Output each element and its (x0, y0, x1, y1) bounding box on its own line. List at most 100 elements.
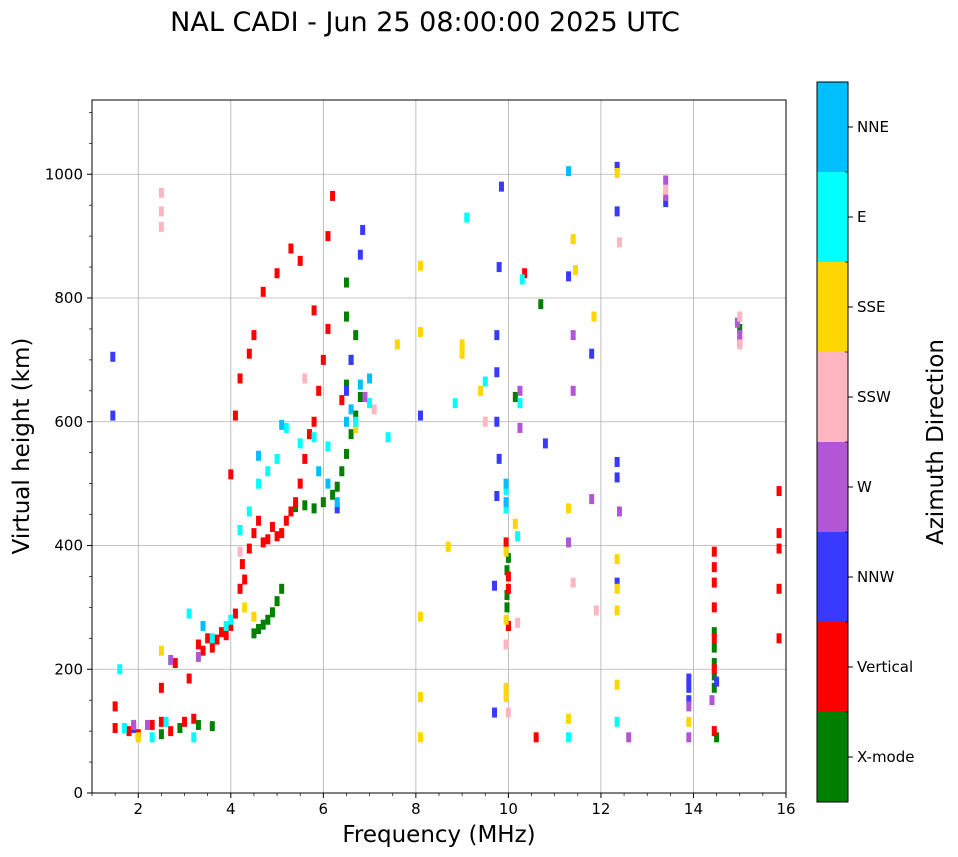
echo-point-x-mode (737, 323, 743, 334)
echo-point-x-mode (538, 299, 544, 310)
echo-point-nnw (686, 673, 692, 684)
echo-point-ssw (737, 311, 743, 322)
echo-point-x-mode (343, 448, 349, 459)
echo-point-vertical (112, 723, 118, 734)
echo-point-vertical (274, 268, 280, 279)
echo-point-x-mode (265, 614, 271, 625)
colorbar-swatch-x-mode (817, 712, 848, 802)
echo-point-vertical (237, 373, 243, 384)
echo-point-nne (200, 620, 206, 631)
x-tick-label: 4 (226, 800, 236, 818)
echo-point-vertical (191, 713, 197, 724)
echo-point-nnw (663, 197, 669, 208)
colorbar-tick-label: SSE (857, 298, 886, 316)
echo-point-nnw (360, 224, 366, 235)
echo-point-x-mode (279, 583, 285, 594)
echo-point-e (311, 432, 317, 443)
echo-point-e (464, 212, 470, 223)
echo-point-nne (357, 379, 363, 390)
echo-point-sse (503, 692, 509, 703)
echo-point-vertical (302, 453, 308, 464)
echo-point-nnw (494, 330, 500, 341)
echo-point-vertical (182, 716, 188, 727)
echo-point-nnw (714, 676, 720, 687)
echo-point-vertical (186, 673, 192, 684)
echo-point-e (325, 441, 331, 452)
echo-point-x-mode (357, 392, 363, 402)
y-tick-label: 800 (54, 289, 83, 307)
echo-point-nnw (492, 580, 498, 591)
echo-point-vertical (274, 531, 280, 542)
echo-point-w (517, 422, 523, 433)
echo-point-x-mode (714, 732, 720, 743)
echo-point-vertical (533, 732, 539, 743)
echo-point-vertical (306, 429, 312, 440)
echo-point-e (209, 633, 215, 644)
echo-point-e (482, 376, 488, 387)
echo-point-vertical (269, 521, 275, 532)
echo-point-sse (417, 732, 423, 743)
echo-point-nne (325, 478, 331, 489)
echo-point-sse (459, 348, 465, 359)
echo-point-nne (503, 497, 509, 508)
echo-point-vertical (711, 726, 717, 737)
echo-point-sse (572, 265, 578, 276)
echo-point-x-mode (343, 379, 349, 390)
echo-point-x-mode (177, 723, 183, 734)
echo-point-e (256, 478, 262, 489)
echo-point-sse (614, 679, 620, 690)
echo-point-ssw (371, 404, 377, 415)
echo-point-nnw (492, 707, 498, 718)
colorbar-frame (816, 81, 849, 803)
echo-point-vertical (311, 305, 317, 316)
echo-point-vertical (223, 630, 229, 641)
x-tick-label: 8 (411, 800, 421, 818)
echo-point-vertical (320, 354, 326, 365)
echo-point-x-mode (311, 503, 317, 514)
echo-point-x-mode (353, 330, 359, 341)
echo-point-x-mode (158, 729, 164, 740)
echo-point-vertical (711, 664, 717, 675)
echo-point-x-mode (711, 642, 717, 653)
echo-point-vertical (126, 726, 132, 737)
echo-point-ssw (663, 184, 669, 195)
echo-point-x-mode (353, 410, 359, 421)
echo-point-nnw (494, 416, 500, 427)
echo-point-vertical (316, 385, 322, 396)
echo-point-vertical (711, 633, 717, 644)
echo-point-ssw (737, 339, 743, 350)
colorbar-swatch-vertical (817, 622, 848, 712)
y-tick-label: 400 (54, 537, 83, 555)
echo-point-x-mode (302, 500, 308, 511)
echo-point-vertical (260, 286, 266, 297)
echo-point-w (663, 190, 669, 201)
y-tick-label: 600 (54, 413, 83, 431)
echo-point-e (223, 620, 229, 631)
echo-point-vertical (711, 546, 717, 557)
echo-point-sse (614, 554, 620, 565)
echo-point-sse (614, 583, 620, 594)
echo-point-sse (566, 713, 572, 724)
echo-point-nnw (348, 354, 354, 365)
colorbar-tick-label: E (857, 208, 866, 226)
echo-point-sse (242, 602, 248, 613)
echo-point-vertical (260, 537, 266, 548)
echo-point-nne (348, 404, 354, 415)
echo-point-sse (251, 611, 257, 622)
echo-point-vertical (339, 395, 345, 406)
echo-point-e (297, 438, 303, 449)
echo-point-e (385, 432, 391, 443)
echo-point-vertical (172, 658, 178, 669)
colorbar: X-mode Vertical NNW W SSW SSE E NNE (816, 81, 914, 803)
data-marks (110, 161, 782, 743)
echo-point-e (503, 484, 509, 495)
echo-point-w (131, 719, 137, 730)
echo-point-nnw (542, 438, 548, 449)
axes: 2 4 6 8 10 12 14 16 0 200 400 600 800 1000 (45, 112, 796, 818)
echo-point-ssw (158, 221, 164, 232)
colorbar-tick-label: NNE (857, 118, 889, 136)
echo-point-nne (316, 466, 322, 477)
echo-point-vertical (228, 620, 234, 631)
echo-point-x-mode (711, 627, 717, 638)
